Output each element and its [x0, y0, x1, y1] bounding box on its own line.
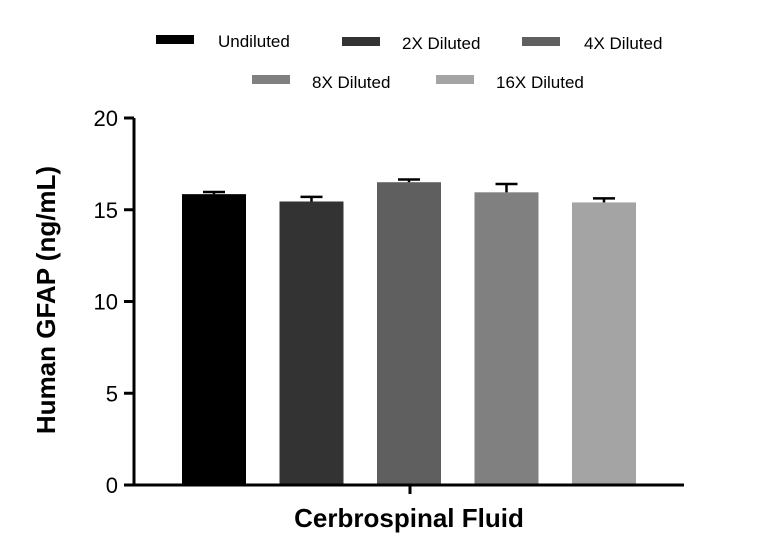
bar-8x-diluted [474, 192, 539, 485]
bar-2x-diluted [279, 201, 344, 485]
legend-label: 2X Diluted [402, 34, 480, 53]
legend-label: 4X Diluted [584, 34, 662, 53]
legend-swatch [342, 37, 380, 46]
legend-swatch [436, 75, 474, 84]
bar-4x-diluted [377, 182, 441, 485]
legend-label: 8X Diluted [312, 73, 390, 92]
bars-group [182, 178, 636, 485]
axes-group: 0 5 10 15 20 [94, 106, 684, 498]
bar-16x-diluted [572, 202, 636, 485]
legend-swatch [522, 37, 560, 46]
y-axis-title: Human GFAP (ng/mL) [31, 166, 61, 434]
y-ticks-group: 0 5 10 15 20 [94, 106, 134, 498]
y-tick-label: 5 [106, 381, 118, 406]
y-tick-label: 10 [94, 290, 118, 315]
legend-swatch [156, 35, 194, 44]
legend-label: 16X Diluted [496, 73, 584, 92]
y-tick-label: 0 [106, 473, 118, 498]
legend-label: Undiluted [218, 32, 290, 51]
legend: Undiluted 2X Diluted 4X Diluted 8X Diluted 1… [156, 32, 662, 92]
bar-undiluted [182, 194, 246, 485]
y-tick-label: 15 [94, 198, 118, 223]
y-tick-label: 20 [94, 106, 118, 131]
legend-swatch [252, 75, 290, 84]
x-axis-title: Cerbrospinal Fluid [294, 503, 524, 533]
